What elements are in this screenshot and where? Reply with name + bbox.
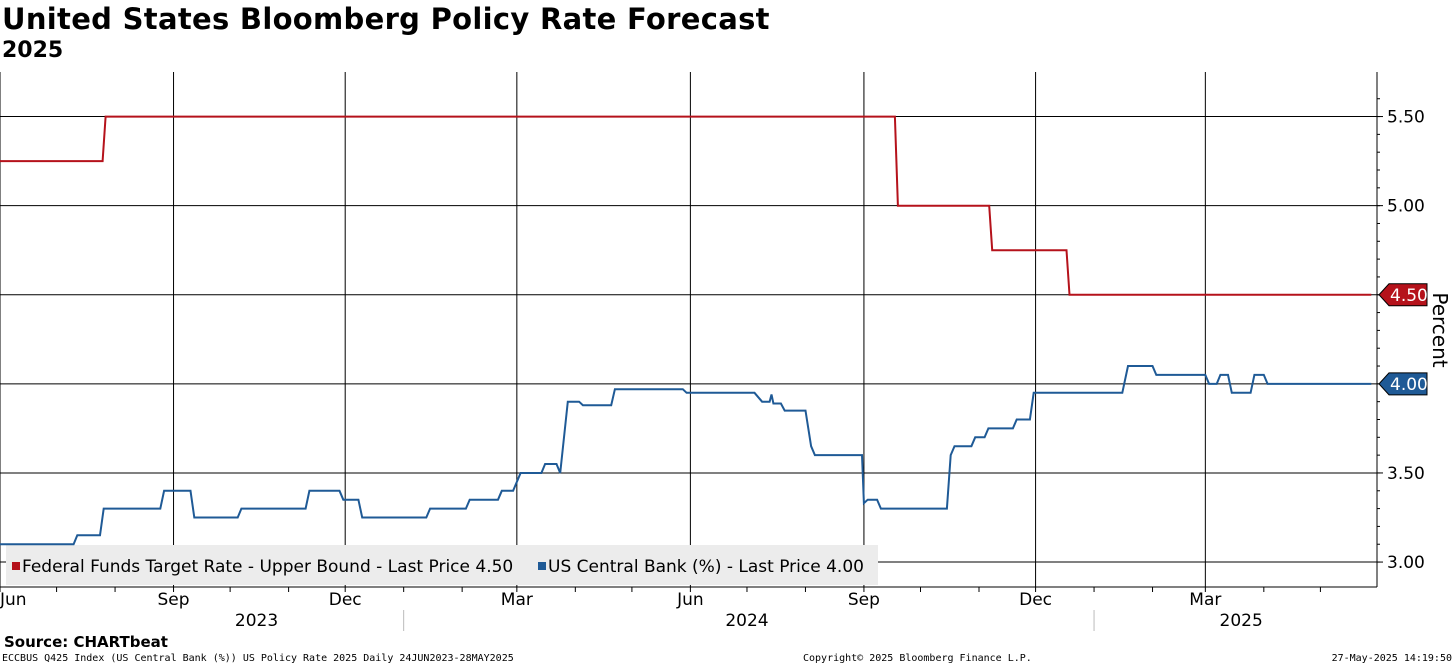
x-tick-label: Jun (676, 590, 704, 610)
x-tick-label: Sep (848, 590, 880, 610)
last-price-tag-fed-funds (1378, 283, 1428, 307)
y-axis-label: Percent (1428, 292, 1452, 367)
y-tick-label: 3.50 (1387, 464, 1425, 484)
x-tick-label: Jun (0, 590, 27, 610)
legend-swatch-us-central-bank (538, 562, 546, 570)
year-label: 2024 (725, 611, 768, 631)
legend-swatch-fed-funds (12, 562, 20, 570)
timestamp: 27-May-2025 14:19:50 (1331, 653, 1452, 664)
legend-label-us-central-bank: US Central Bank (%) - Last Price 4.00 (548, 557, 864, 577)
source-label: Source: CHARTbeat (4, 633, 168, 651)
chart-subtitle: 2025 (2, 38, 64, 63)
x-tick-label: Dec (329, 590, 362, 610)
copyright-text: Copyright© 2025 Bloomberg Finance L.P. (803, 653, 1032, 664)
x-tick-label: Mar (1189, 590, 1221, 610)
year-label: 2025 (1220, 611, 1263, 631)
last-price-tag-us-central-bank (1378, 372, 1428, 396)
legend-label-fed-funds: Federal Funds Target Rate - Upper Bound … (22, 557, 513, 577)
x-tick-label: Sep (158, 590, 190, 610)
series-line-us-central-bank (0, 365, 1372, 546)
x-tick-label: Mar (501, 590, 533, 610)
y-tick-label: 5.50 (1387, 108, 1425, 128)
series-line-fed-funds (0, 115, 1372, 296)
legend-box (6, 545, 878, 585)
last-price-label-us-central-bank: 4.00 (1390, 375, 1428, 395)
y-tick-label: 5.00 (1387, 197, 1425, 217)
index-info: ECCBUS Q425 Index (US Central Bank (%)) … (2, 653, 514, 664)
y-tick-label: 3.00 (1387, 553, 1425, 573)
chart-title: United States Bloomberg Policy Rate Fore… (2, 2, 770, 36)
year-label: 2023 (235, 611, 278, 631)
last-price-label-fed-funds: 4.50 (1390, 286, 1428, 306)
x-tick-label: Dec (1019, 590, 1052, 610)
